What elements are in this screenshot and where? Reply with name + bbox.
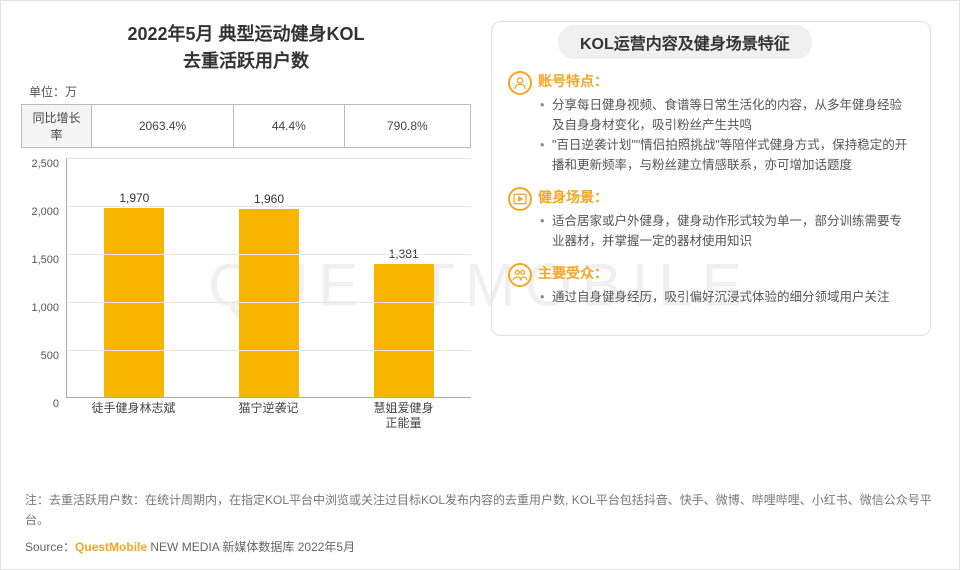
grid-line [67, 158, 471, 159]
bar [374, 264, 434, 397]
source-line: Source：QuestMobile NEW MEDIA 新媒体数据库 2022… [25, 538, 935, 557]
section-heading: 主要受众： [538, 263, 890, 283]
section-heading: 健身场景： [538, 187, 914, 207]
growth-row-label: 同比增长率 [22, 105, 92, 148]
sections-container: 账号特点： 分享每日健身视频、食谱等日常生活化的内容，从多年健身经验及自身身材变化… [508, 71, 914, 307]
panel-section: 健身场景： 适合居家或户外健身，健身动作形式较为单一，部分训练需要专业器材，并掌握… [508, 187, 914, 251]
growth-rate-table: 同比增长率 2063.4% 44.4% 790.8% [21, 104, 471, 148]
bullet-list: 适合居家或户外健身，健身动作形式较为单一，部分训练需要专业器材，并掌握一定的器材… [538, 211, 914, 251]
chart-title-line1: 2022年5月 典型运动健身KOL [21, 21, 471, 48]
grid-line [67, 206, 471, 207]
grid-line [67, 254, 471, 255]
bars-container: 1,970 1,960 1,381 [67, 158, 471, 397]
bullet-list: 分享每日健身视频、食谱等日常生活化的内容，从多年健身经验及自身身材变化，吸引粉丝… [538, 95, 914, 175]
growth-value-0: 2063.4% [92, 105, 234, 148]
section-heading: 账号特点： [538, 71, 914, 91]
x-axis-label: 徒手健身林志斌 [84, 401, 184, 432]
info-panel-wrap: KOL运营内容及健身场景特征 账号特点： 分享每日健身视频、食谱等日常生活化的内容… [471, 21, 931, 428]
chart-panel: 2022年5月 典型运动健身KOL 去重活跃用户数 单位：万 同比增长率 206… [21, 21, 471, 428]
x-axis-label: 猫宁逆袭记 [219, 401, 319, 432]
bullet-item: 通过自身健身经历，吸引偏好沉浸式体验的细分领域用户关注 [538, 287, 890, 307]
plot-area: 1,970 1,960 1,381 [66, 158, 471, 398]
section-body: 健身场景： 适合居家或户外健身，健身动作形式较为单一，部分训练需要专业器材，并掌握… [538, 187, 914, 251]
info-panel: KOL运营内容及健身场景特征 账号特点： 分享每日健身视频、食谱等日常生活化的内容… [491, 21, 931, 336]
bar-value-label: 1,960 [254, 192, 284, 206]
bar-wrap: 1,381 [364, 247, 444, 397]
section-body: 主要受众： 通过自身健身经历，吸引偏好沉浸式体验的细分领域用户关注 [538, 263, 890, 307]
bullet-list: 通过自身健身经历，吸引偏好沉浸式体验的细分领域用户关注 [538, 287, 890, 307]
bullet-item: "百日逆袭计划""情侣拍照挑战"等陪伴式健身方式，保持稳定的开播和更新频率，与粉… [538, 135, 914, 175]
source-prefix: Source： [25, 540, 75, 554]
table-row: 同比增长率 2063.4% 44.4% 790.8% [22, 105, 471, 148]
footer: 注：去重活跃用户数：在统计周期内，在指定KOL平台中浏览或关注过目标KOL发布内… [25, 491, 935, 557]
chart-unit-label: 单位：万 [29, 83, 471, 100]
section-body: 账号特点： 分享每日健身视频、食谱等日常生活化的内容，从多年健身经验及自身身材变化… [538, 71, 914, 175]
panel-section: 主要受众： 通过自身健身经历，吸引偏好沉浸式体验的细分领域用户关注 [508, 263, 914, 307]
x-axis-label: 慧姐爱健身正能量 [354, 401, 454, 432]
footnote-text: 注：去重活跃用户数：在统计周期内，在指定KOL平台中浏览或关注过目标KOL发布内… [25, 491, 935, 529]
main-content: 2022年5月 典型运动健身KOL 去重活跃用户数 单位：万 同比增长率 206… [1, 1, 959, 428]
bullet-item: 适合居家或户外健身，健身动作形式较为单一，部分训练需要专业器材，并掌握一定的器材… [538, 211, 914, 251]
growth-value-2: 790.8% [344, 105, 470, 148]
chart-title: 2022年5月 典型运动健身KOL 去重活跃用户数 [21, 21, 471, 75]
bar-chart: 05001,0001,5002,0002,500 1,9701,9601,381… [66, 158, 471, 428]
bar-wrap: 1,960 [229, 192, 309, 397]
source-brand: QuestMobile [75, 540, 147, 554]
panel-section: 账号特点： 分享每日健身视频、食谱等日常生活化的内容，从多年健身经验及自身身材变化… [508, 71, 914, 175]
audience-icon [508, 263, 538, 307]
video-icon [508, 187, 538, 251]
chart-title-line2: 去重活跃用户数 [21, 48, 471, 75]
y-axis: 05001,0001,5002,0002,500 [21, 158, 61, 398]
bar-wrap: 1,970 [94, 191, 174, 397]
bar-value-label: 1,970 [119, 191, 149, 205]
bullet-item: 分享每日健身视频、食谱等日常生活化的内容，从多年健身经验及自身身材变化，吸引粉丝… [538, 95, 914, 135]
grid-line [67, 350, 471, 351]
source-suffix: NEW MEDIA 新媒体数据库 2022年5月 [147, 540, 355, 554]
growth-value-1: 44.4% [234, 105, 345, 148]
panel-title: KOL运营内容及健身场景特征 [558, 25, 812, 59]
grid-line [67, 302, 471, 303]
x-axis-labels: 徒手健身林志斌 猫宁逆袭记 慧姐爱健身正能量 [66, 401, 471, 432]
person-icon [508, 71, 538, 175]
